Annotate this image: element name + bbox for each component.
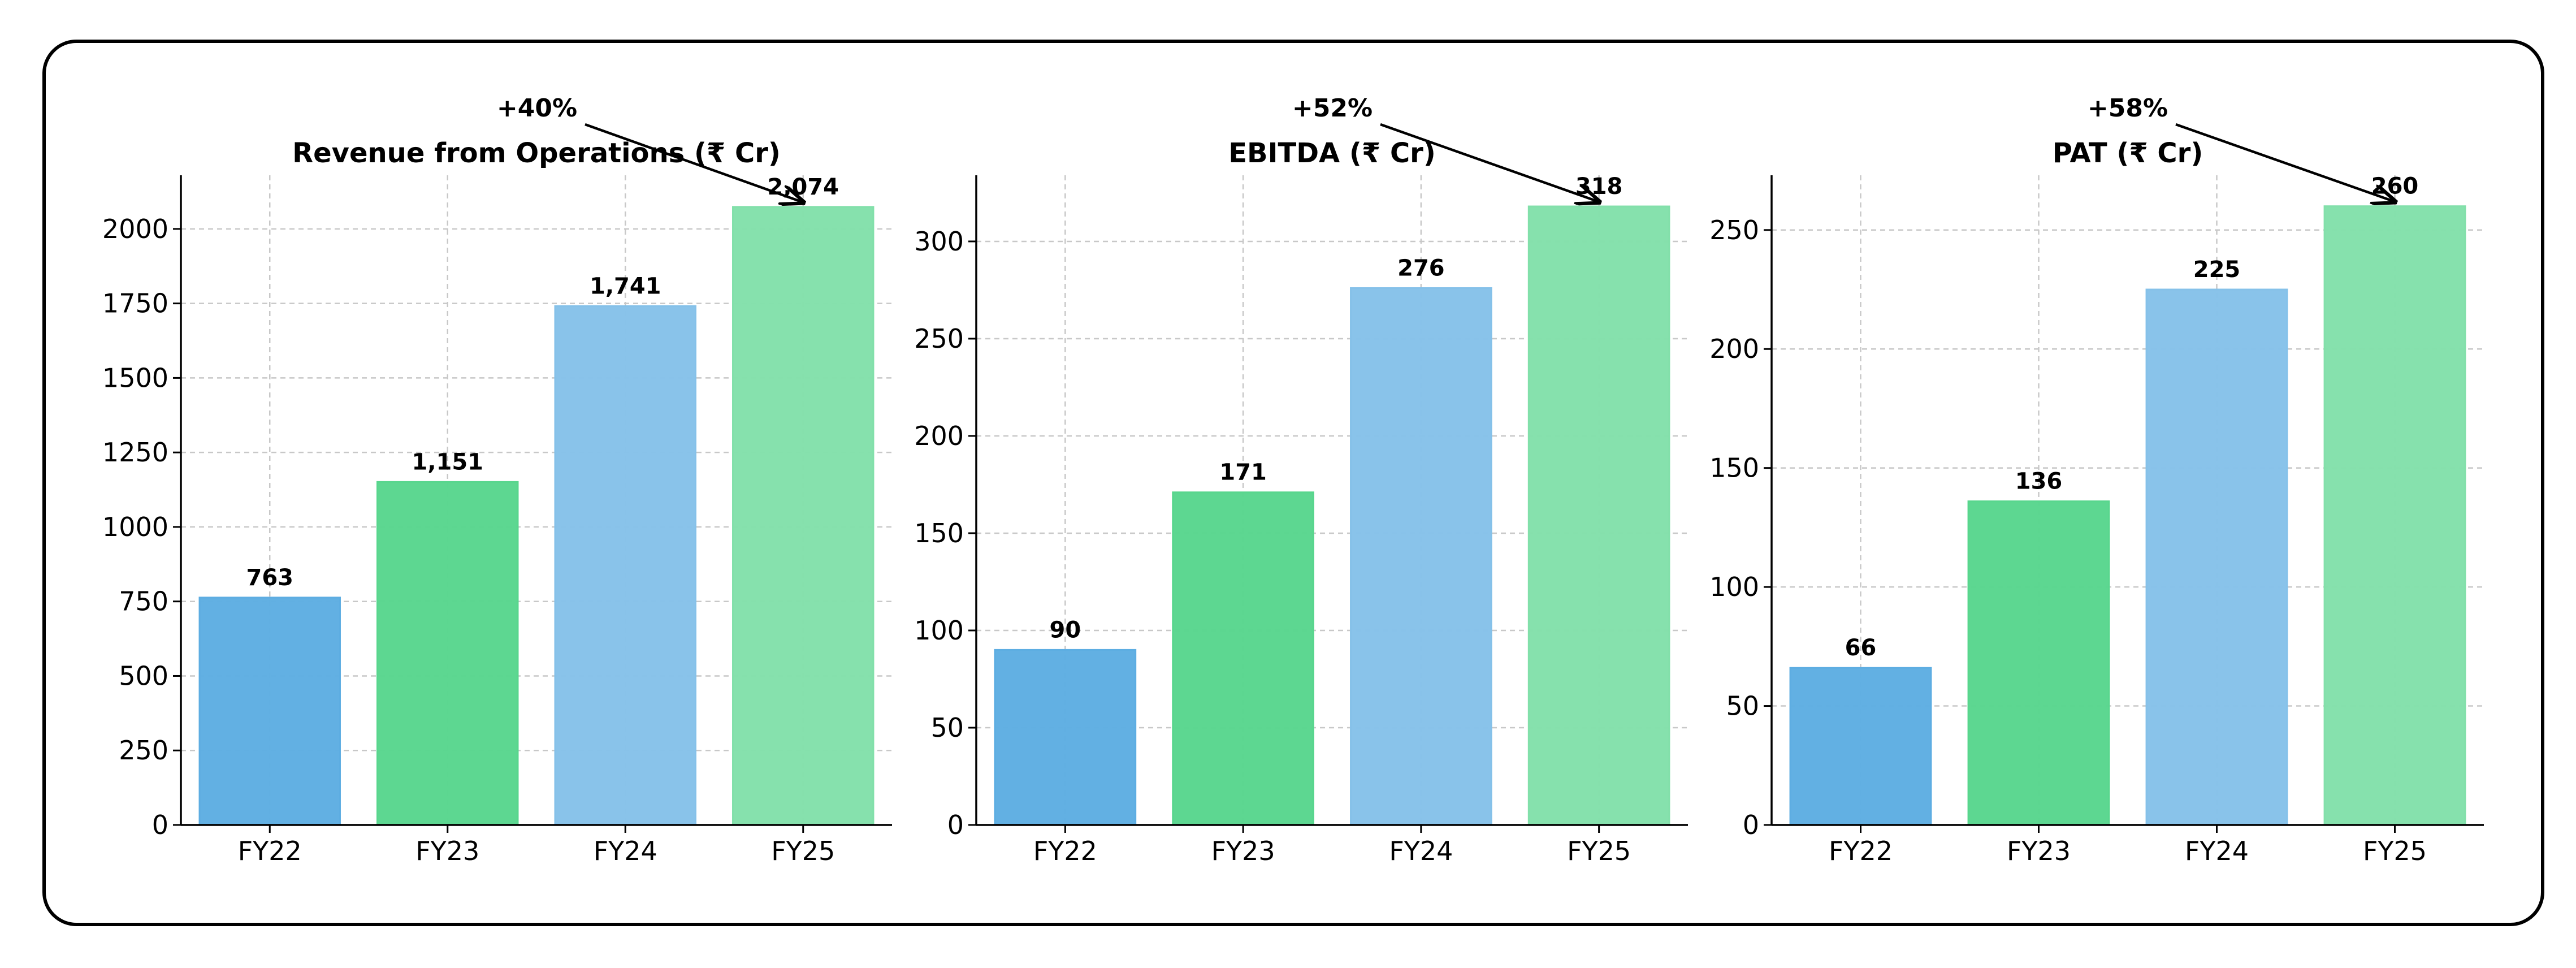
y-tick-label: 200 bbox=[1709, 334, 1759, 364]
x-tick-label: FY24 bbox=[594, 836, 657, 866]
bar-fy25 bbox=[2323, 205, 2466, 826]
y-tick-label: 500 bbox=[119, 660, 168, 691]
y-tick-label: 0 bbox=[947, 810, 964, 840]
y-tick-label: 50 bbox=[930, 712, 964, 743]
bar-fy24 bbox=[1350, 287, 1492, 826]
y-tick-label: 150 bbox=[914, 518, 964, 548]
chart-title: Revenue from Operations (₹ Cr) bbox=[292, 137, 781, 169]
growth-annotation: +40% bbox=[497, 94, 577, 123]
bar-fy23 bbox=[376, 481, 519, 826]
data-label: 90 bbox=[1050, 617, 1081, 643]
y-tick-label: 100 bbox=[914, 615, 964, 646]
data-label: 2,074 bbox=[767, 174, 839, 200]
x-tick-label: FY23 bbox=[2007, 836, 2071, 866]
bar-fy22 bbox=[1789, 667, 1932, 826]
chart-panel-1: 0 250 500 750 1000 1250 1500 1750 2000 763 1,151 1,… bbox=[102, 94, 892, 866]
x-tick-label: FY25 bbox=[1567, 836, 1631, 866]
y-tick-label: 100 bbox=[1709, 572, 1759, 602]
bar-fy22 bbox=[198, 597, 341, 826]
bar-fy23 bbox=[1172, 491, 1314, 826]
data-label: 763 bbox=[246, 565, 294, 591]
y-tick-label: 1750 bbox=[102, 288, 168, 319]
growth-arrow bbox=[1380, 123, 1599, 202]
y-tick-label: 1500 bbox=[102, 362, 168, 393]
y-tick-label: 250 bbox=[119, 735, 168, 766]
y-tick-label: 250 bbox=[914, 323, 964, 354]
x-tick-label: FY22 bbox=[238, 836, 302, 866]
data-label: 1,151 bbox=[412, 449, 483, 475]
x-tick-label: FY22 bbox=[1829, 836, 1893, 866]
bar-fy24 bbox=[2145, 288, 2288, 826]
chart-title: EBITDA (₹ Cr) bbox=[1228, 137, 1436, 169]
data-label: 225 bbox=[2193, 257, 2241, 283]
y-tick-label: 0 bbox=[152, 810, 168, 840]
x-tick-label: FY23 bbox=[415, 836, 479, 866]
y-tick-label: 750 bbox=[119, 586, 168, 617]
x-tick-label: FY23 bbox=[1211, 836, 1275, 866]
y-tick-label: 250 bbox=[1709, 215, 1759, 245]
bar-fy25 bbox=[1527, 205, 1670, 826]
bar-fy22 bbox=[994, 649, 1137, 826]
x-tick-label: FY25 bbox=[771, 836, 835, 866]
growth-arrow bbox=[585, 123, 803, 202]
bar-fy23 bbox=[1967, 500, 2110, 826]
data-label: 171 bbox=[1219, 460, 1267, 486]
chart-title: PAT (₹ Cr) bbox=[2053, 137, 2203, 169]
y-tick-label: 150 bbox=[1709, 453, 1759, 483]
x-tick-label: FY24 bbox=[2185, 836, 2249, 866]
y-tick-label: 50 bbox=[1726, 691, 1759, 721]
x-tick-label: FY22 bbox=[1033, 836, 1097, 866]
data-label: 136 bbox=[2015, 469, 2063, 495]
bar-fy25 bbox=[732, 206, 874, 826]
growth-arrow bbox=[2175, 123, 2395, 202]
x-tick-label: FY25 bbox=[2363, 836, 2427, 866]
y-tick-label: 1250 bbox=[102, 437, 168, 468]
data-label: 1,741 bbox=[590, 273, 661, 299]
data-label: 66 bbox=[1845, 635, 1877, 661]
growth-annotation: +58% bbox=[2088, 94, 2168, 123]
growth-annotation: +52% bbox=[1292, 94, 1373, 123]
data-label: 276 bbox=[1397, 256, 1445, 282]
y-tick-label: 200 bbox=[914, 421, 964, 451]
y-tick-label: 300 bbox=[914, 226, 964, 257]
y-tick-label: 0 bbox=[1743, 810, 1759, 840]
y-tick-label: 1000 bbox=[102, 512, 168, 542]
x-tick-label: FY24 bbox=[1389, 836, 1453, 866]
y-tick-label: 2000 bbox=[102, 214, 168, 244]
bar-fy24 bbox=[554, 305, 696, 826]
